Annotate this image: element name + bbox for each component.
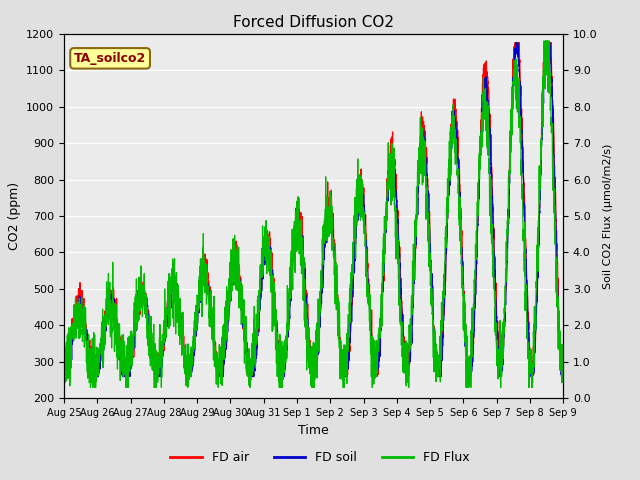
Y-axis label: CO2 (ppm): CO2 (ppm) [8, 182, 20, 250]
X-axis label: Time: Time [298, 424, 329, 437]
Title: Forced Diffusion CO2: Forced Diffusion CO2 [233, 15, 394, 30]
Y-axis label: Soil CO2 Flux (μmol/m2/s): Soil CO2 Flux (μmol/m2/s) [603, 144, 613, 288]
Text: TA_soilco2: TA_soilco2 [74, 52, 146, 65]
Legend: FD air, FD soil, FD Flux: FD air, FD soil, FD Flux [165, 446, 475, 469]
